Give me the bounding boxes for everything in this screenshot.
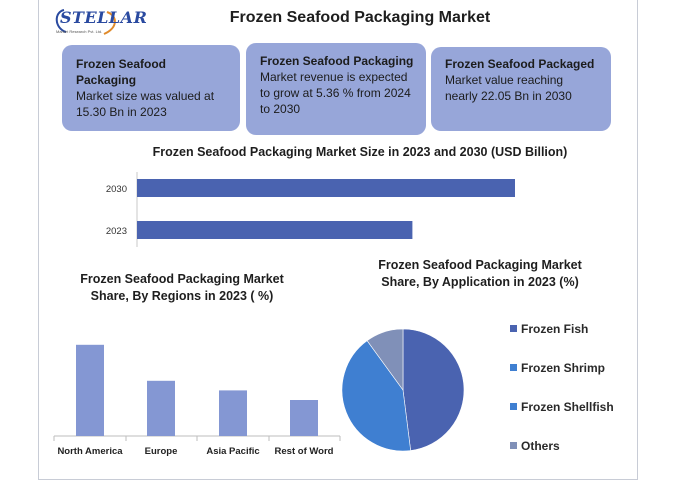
legend-label: Frozen Fish	[521, 322, 589, 336]
pie-slice-frozen-shrimp	[341, 340, 411, 452]
card-body: Market value reaching nearly 22.05 Bn in…	[445, 73, 572, 103]
regions-column-chart: North America Europe Asia Pacific Rest of W…	[53, 344, 341, 457]
pie-slice-others	[366, 328, 404, 391]
card-title: Frozen Seafood Packaged	[445, 57, 595, 71]
column-asia-pacific	[219, 390, 247, 436]
market-size-bar-chart: 2030 2023	[106, 172, 515, 247]
legend-label: Others	[521, 439, 560, 453]
bar-tick-label: 2030	[106, 184, 127, 195]
legend-label: Frozen Shellfish	[521, 400, 614, 414]
regions-chart-title: Frozen Seafood Packaging Market Share, B…	[80, 272, 284, 303]
infographic-frame	[38, 0, 638, 480]
legend-swatch	[510, 403, 517, 410]
legend-item-others: Others	[510, 439, 560, 453]
bar-2030	[137, 179, 515, 197]
column-europe	[147, 380, 175, 436]
page-title: Frozen Seafood Packaging Market	[229, 9, 491, 26]
logo-wordmark: STELLAR	[60, 8, 148, 27]
legend-swatch	[510, 325, 517, 332]
legend-label: Frozen Shrimp	[521, 361, 606, 375]
card-title: Frozen Seafood Packaging	[260, 54, 414, 68]
card-title: Frozen Seafood Packaging	[76, 57, 167, 87]
legend-item-frozen-shrimp: Frozen Shrimp	[510, 361, 605, 375]
column-tick-label: North America	[57, 446, 123, 457]
application-pie-chart	[341, 328, 465, 452]
bar-2023	[137, 221, 413, 239]
card-body: Market size was valued at 15.30 Bn in 20…	[76, 89, 215, 119]
legend-swatch	[510, 364, 517, 371]
column-tick-label: Europe	[145, 446, 178, 457]
stellar-logo	[55, 9, 116, 35]
column-rest-of-word	[290, 400, 318, 436]
card-body: Market revenue is expected to grow at 5.…	[260, 70, 411, 116]
bar-tick-label: 2023	[106, 226, 127, 237]
column-north-america	[76, 344, 104, 436]
legend-item-frozen-shellfish: Frozen Shellfish	[510, 400, 614, 414]
legend-swatch	[510, 442, 517, 449]
column-tick-label: Rest of Word	[275, 446, 334, 457]
pie-slice-frozen-fish	[402, 328, 465, 451]
column-tick-label: Asia Pacific	[206, 446, 259, 457]
info-card-forecast-value: Frozen Seafood Packaged Market value rea…	[431, 47, 611, 131]
market-size-chart-title: Frozen Seafood Packaging Market Size in …	[152, 145, 568, 159]
application-chart-title: Frozen Seafood Packaging Market Share, B…	[378, 258, 582, 289]
info-card-growth-rate: Frozen Seafood Packaging Market revenue …	[246, 43, 426, 135]
legend-item-frozen-fish: Frozen Fish	[510, 322, 588, 336]
info-card-market-size: Frozen Seafood Packaging Market size was…	[62, 45, 240, 131]
logo-tagline: Market Research Pvt. Ltd.	[56, 29, 103, 34]
